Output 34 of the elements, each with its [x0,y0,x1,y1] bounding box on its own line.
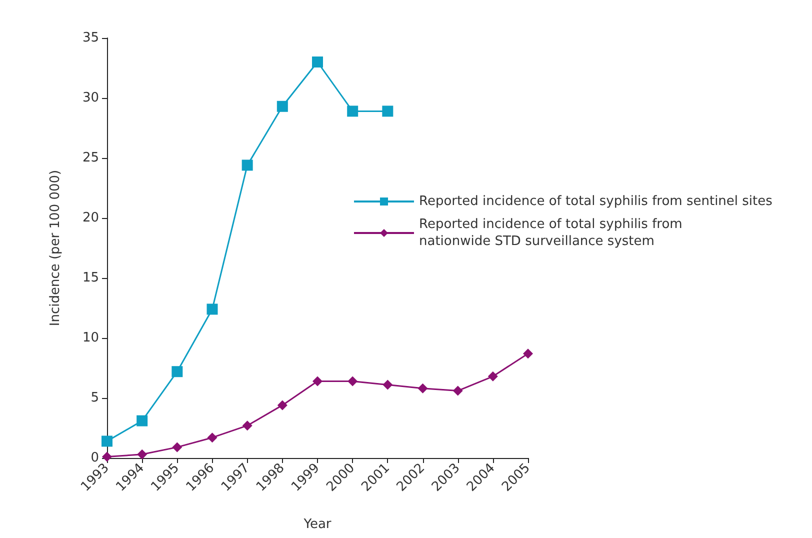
point [418,383,428,394]
y-tick-label: 25 [82,150,99,166]
point [276,100,288,112]
y-axis-title: Incidence (per 100 000) [48,170,63,326]
y-tick-label: 30 [82,90,99,106]
y-tick-label: 10 [82,330,99,346]
point [207,432,218,443]
y-tick-label: 0 [90,450,99,466]
y-tick-label: 5 [90,390,99,406]
point [102,452,112,462]
legend-label: Reported incidence of total syphilis from sentinel sites [419,194,773,209]
point [102,436,112,447]
point [242,160,253,171]
y-tick-label: 15 [82,270,99,286]
point [488,371,498,382]
point [242,420,252,431]
point [382,380,393,390]
point [452,386,463,396]
point [382,106,394,117]
point [277,400,288,410]
x-axis-title: Year [302,517,332,532]
point [172,442,182,452]
point [348,376,358,386]
legend-label: Reported incidence of total syphilis from nationwide STD surveillance system [419,217,682,249]
point [136,415,148,426]
point [312,56,323,68]
point [172,366,183,378]
y-tick-label: 20 [82,210,99,226]
y-tick-label: 35 [82,30,99,46]
point [523,348,533,359]
point [137,449,148,460]
point [347,106,358,117]
point [206,304,218,315]
point [312,376,322,386]
